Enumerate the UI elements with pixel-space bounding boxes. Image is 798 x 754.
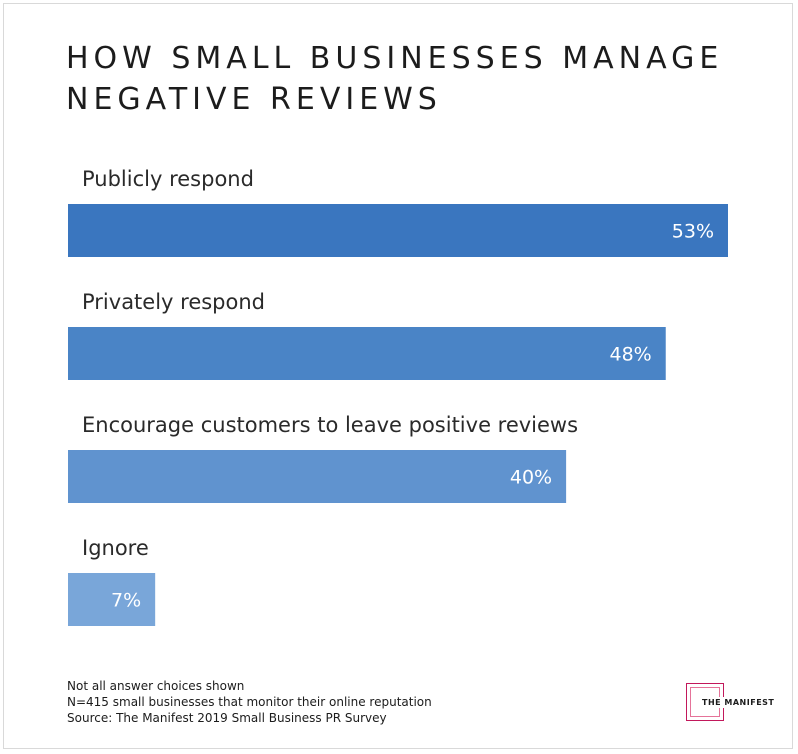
category-label: Ignore [82,536,149,560]
bar [68,573,156,626]
footnotes: Not all answer choices shown N=415 small… [67,678,432,726]
footnote-answer-choices: Not all answer choices shown [67,679,245,693]
bar [68,327,666,380]
footnote-sample-size: N=415 small businesses that monitor thei… [67,695,432,709]
category-label: Privately respond [82,290,265,314]
value-label: 53% [672,221,714,243]
value-label: 48% [610,344,652,366]
chart-title: HOW SMALL BUSINESSES MANAGE NEGATIVE REV… [66,41,724,117]
logo-text: THE MANIFEST [700,697,777,708]
bar [68,204,728,257]
footnote-source: Source: The Manifest 2019 Small Business… [67,711,387,725]
manifest-logo: THE MANIFEST [686,683,777,723]
category-label: Encourage customers to leave positive re… [82,413,578,437]
value-label: 40% [510,467,552,489]
bar [68,450,567,503]
category-label: Publicly respond [82,167,254,191]
value-label: 7% [111,590,141,612]
